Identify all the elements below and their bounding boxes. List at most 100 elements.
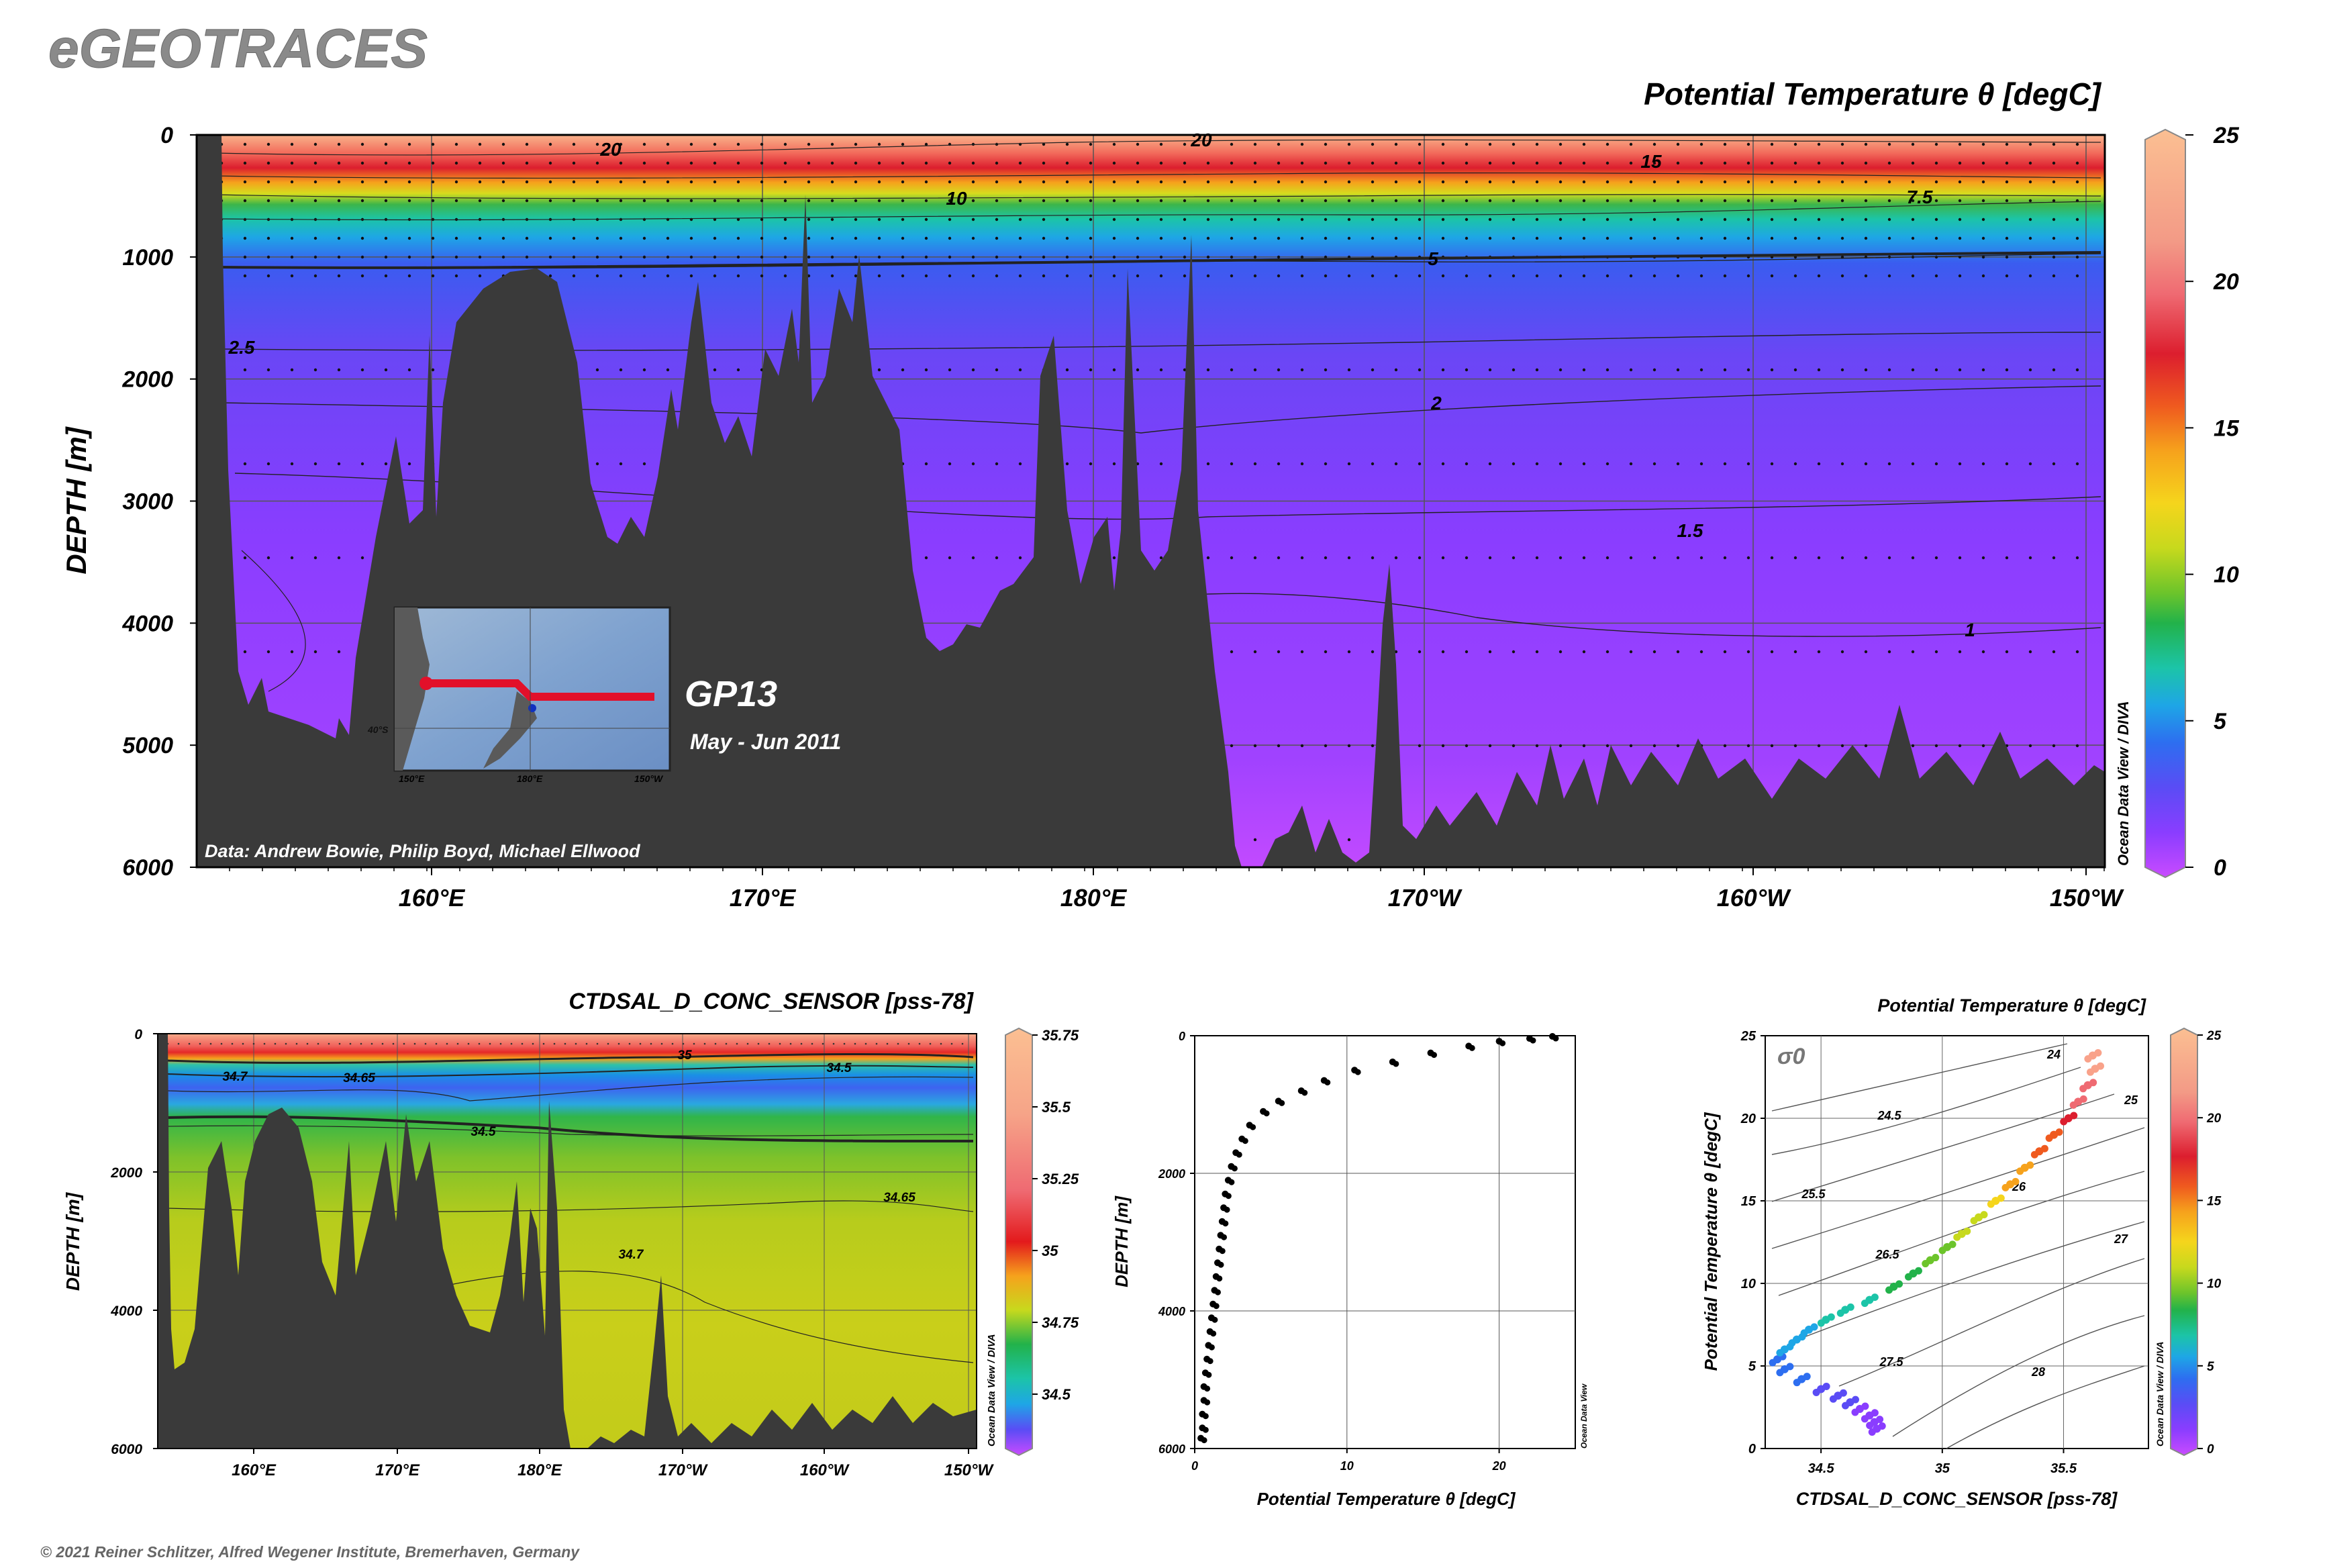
ts-point <box>1861 1402 1869 1410</box>
main-colorbar-label: 20 <box>2213 269 2239 295</box>
main-station-dot <box>1864 161 1868 165</box>
main-station-dot <box>1065 462 1069 466</box>
main-station-dot <box>313 462 317 466</box>
main-station-dot <box>1253 368 1257 372</box>
main-station-dot <box>924 199 928 203</box>
main-station-dot <box>1042 180 1046 184</box>
main-contour-line <box>214 201 2101 221</box>
main-station-dot <box>1324 236 1328 240</box>
ts-point <box>1810 1323 1818 1331</box>
main-station-dot <box>360 368 364 372</box>
salinity-contour-line <box>167 1052 974 1064</box>
main-station-dot <box>642 462 646 466</box>
main-station-dot <box>501 161 505 165</box>
main-station-dot <box>1676 142 1680 146</box>
main-station-dot <box>760 199 764 203</box>
main-station-dot <box>1418 462 1422 466</box>
main-station-dot <box>478 142 482 146</box>
main-station-dot <box>1277 368 1281 372</box>
ts-colorbar-label: 0 <box>2207 1442 2214 1457</box>
main-station-dot <box>1629 274 1633 278</box>
profile-xtick-label: 0 <box>1191 1459 1198 1473</box>
main-station-dot <box>1629 650 1633 654</box>
salinity-colorbar-label: 35 <box>1042 1242 1058 1259</box>
main-station-dot <box>2028 161 2032 165</box>
main-station-dot <box>1089 161 1093 165</box>
main-station-dot <box>1347 199 1351 203</box>
salinity-station-dot <box>639 1042 642 1045</box>
profile-point <box>1499 1040 1506 1046</box>
main-station-dot <box>1089 274 1093 278</box>
main-station-dot <box>525 161 529 165</box>
inset-lon-label: 150°E <box>399 773 425 784</box>
main-station-dot <box>1206 161 1210 165</box>
main-station-dot <box>337 180 341 184</box>
salinity-colorbar-label: 34.75 <box>1042 1314 1079 1331</box>
main-ytick-label: 2000 <box>121 367 173 393</box>
main-xtick-label: 170°E <box>730 884 796 912</box>
main-station-dot <box>783 142 787 146</box>
main-station-dot <box>1887 142 1891 146</box>
main-station-dot <box>1981 274 1985 278</box>
main-contour-line <box>214 194 2101 199</box>
main-station-dot <box>407 236 411 240</box>
main-station-dot <box>1699 368 1703 372</box>
salinity-station-dot <box>489 1042 491 1045</box>
ts-sigma-isoline <box>1892 1315 2145 1437</box>
salinity-station-dot <box>317 1042 319 1045</box>
main-station-dot <box>407 255 411 259</box>
main-station-dot <box>1840 462 1844 466</box>
main-station-dot <box>1371 462 1375 466</box>
main-station-dot <box>1723 161 1727 165</box>
main-station-dot <box>877 217 881 222</box>
ts-sigma-label: 27 <box>2114 1232 2128 1246</box>
main-station-dot <box>1065 142 1069 146</box>
ts-point <box>2045 1134 2053 1142</box>
main-station-dot <box>2005 199 2009 203</box>
main-station-dot <box>1441 650 1445 654</box>
main-station-dot <box>1840 161 1844 165</box>
main-station-dot <box>1347 650 1351 654</box>
main-station-dot <box>1300 744 1304 748</box>
ts-ytick-label: 25 <box>1740 1029 1756 1044</box>
main-station-dot <box>1817 199 1821 203</box>
main-station-dot <box>924 556 928 560</box>
main-station-dot <box>901 236 905 240</box>
main-station-dot <box>1535 161 1539 165</box>
main-station-dot <box>760 255 764 259</box>
main-station-dot <box>995 274 999 278</box>
main-station-dot <box>1746 462 1750 466</box>
cruise-label: GP13 <box>685 674 777 714</box>
main-station-dot <box>736 217 740 222</box>
main-station-dot <box>2028 462 2032 466</box>
main-station-dot <box>572 236 576 240</box>
main-station-dot <box>1676 744 1680 748</box>
main-station-dot <box>1159 217 1163 222</box>
main-station-dot <box>1418 236 1422 240</box>
main-station-dot <box>689 142 693 146</box>
main-station-dot <box>1817 274 1821 278</box>
main-station-dot <box>924 368 928 372</box>
main-station-dot <box>2052 161 2056 165</box>
salinity-ylabel: DEPTH [m] <box>62 1191 83 1291</box>
ts-point <box>2070 1112 2078 1120</box>
main-station-dot <box>1065 161 1069 165</box>
main-station-dot <box>783 255 787 259</box>
main-station-dot <box>548 274 552 278</box>
main-station-dot <box>1136 199 1140 203</box>
main-station-dot <box>1887 274 1891 278</box>
main-station-dot <box>501 236 505 240</box>
main-station-dot <box>1793 142 1797 146</box>
main-station-dot <box>266 462 270 466</box>
profile-xlabel: Potential Temperature θ [degC] <box>1257 1489 1516 1509</box>
main-station-dot <box>1136 180 1140 184</box>
profile-point <box>1228 1179 1235 1185</box>
ts-sigma-label: 24 <box>2046 1048 2061 1061</box>
main-station-dot <box>2075 556 2079 560</box>
salinity-station-dot <box>585 1042 588 1045</box>
main-station-dot <box>1206 368 1210 372</box>
main-station-dot <box>1958 199 1962 203</box>
ts-xtick-label: 34.5 <box>1808 1461 1835 1476</box>
main-station-dot <box>2052 255 2056 259</box>
salinity-station-dot <box>660 1042 663 1045</box>
